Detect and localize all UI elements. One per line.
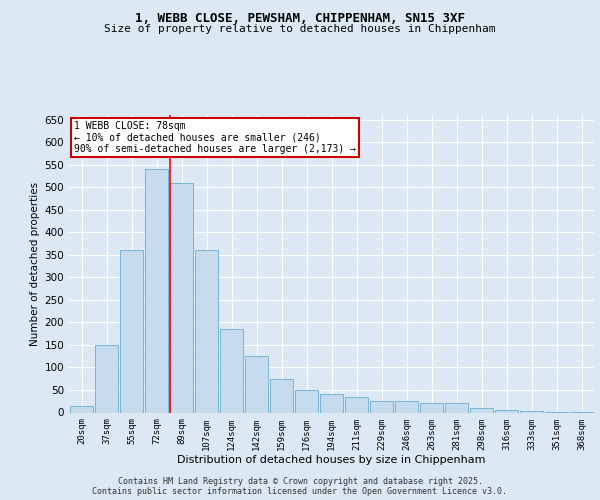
Bar bbox=[445, 404, 469, 412]
Text: Contains HM Land Registry data © Crown copyright and database right 2025.: Contains HM Land Registry data © Crown c… bbox=[118, 477, 482, 486]
Bar bbox=[170, 182, 193, 412]
Text: Contains public sector information licensed under the Open Government Licence v3: Contains public sector information licen… bbox=[92, 487, 508, 496]
Bar bbox=[145, 169, 169, 412]
Bar bbox=[194, 250, 218, 412]
Bar bbox=[70, 406, 94, 412]
Bar bbox=[269, 378, 293, 412]
Bar bbox=[344, 396, 368, 412]
Text: 1 WEBB CLOSE: 78sqm
← 10% of detached houses are smaller (246)
90% of semi-detac: 1 WEBB CLOSE: 78sqm ← 10% of detached ho… bbox=[74, 121, 356, 154]
Y-axis label: Number of detached properties: Number of detached properties bbox=[30, 182, 40, 346]
Bar bbox=[119, 250, 143, 412]
Bar bbox=[520, 411, 544, 412]
Bar bbox=[245, 356, 268, 412]
Bar bbox=[494, 410, 518, 412]
Bar bbox=[419, 404, 443, 412]
Bar bbox=[220, 329, 244, 412]
Bar bbox=[395, 401, 418, 412]
X-axis label: Distribution of detached houses by size in Chippenham: Distribution of detached houses by size … bbox=[177, 455, 486, 465]
Bar bbox=[295, 390, 319, 412]
Bar bbox=[470, 408, 493, 412]
Bar bbox=[95, 345, 118, 412]
Bar bbox=[320, 394, 343, 412]
Bar bbox=[370, 401, 394, 412]
Text: Size of property relative to detached houses in Chippenham: Size of property relative to detached ho… bbox=[104, 24, 496, 34]
Text: 1, WEBB CLOSE, PEWSHAM, CHIPPENHAM, SN15 3XF: 1, WEBB CLOSE, PEWSHAM, CHIPPENHAM, SN15… bbox=[135, 12, 465, 26]
